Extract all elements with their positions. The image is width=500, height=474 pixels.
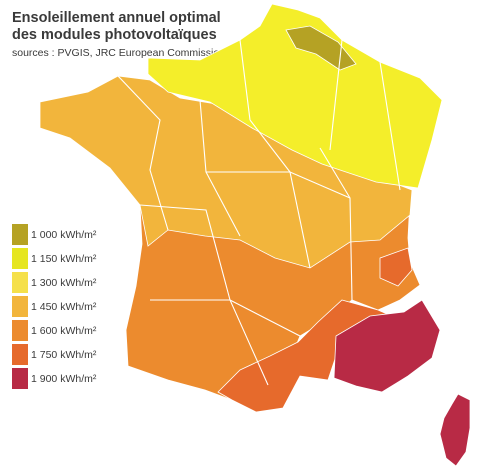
zone-corsica	[439, 393, 471, 467]
zone-provence	[333, 299, 441, 393]
legend-swatch	[12, 296, 28, 317]
legend-swatch	[12, 368, 28, 389]
zone-south-deep-east	[379, 247, 413, 287]
legend-label: 1 900 kWh/m²	[31, 373, 97, 385]
title-line-2: des modules photovoltaïques	[12, 27, 217, 43]
legend-label: 1 600 kWh/m²	[31, 325, 97, 337]
legend-swatch	[12, 320, 28, 341]
legend-label: 1 750 kWh/m²	[31, 349, 97, 361]
legend-item: 1 450 kWh/m²	[12, 296, 122, 320]
title-line-1: Ensoleillement annuel optimal	[12, 10, 221, 26]
zone-north	[147, 3, 443, 189]
source-note: sources : PVGIS, JRC European Commission	[12, 47, 225, 59]
legend-swatch	[12, 344, 28, 365]
map-title: Ensoleillement annuel optimal des module…	[12, 10, 221, 44]
legend-swatch	[12, 224, 28, 245]
legend-swatch	[12, 272, 28, 293]
legend-item: 1 000 kWh/m²	[12, 224, 122, 248]
legend-swatch	[12, 248, 28, 269]
legend-item: 1 150 kWh/m²	[12, 248, 122, 272]
legend-label: 1 300 kWh/m²	[31, 277, 97, 289]
region-borders	[117, 39, 401, 386]
legend-label: 1 450 kWh/m²	[31, 301, 97, 313]
legend-item: 1 300 kWh/m²	[12, 272, 122, 296]
zone-nord-high	[285, 25, 357, 71]
legend-item: 1 750 kWh/m²	[12, 344, 122, 368]
legend-label: 1 000 kWh/m²	[31, 229, 97, 241]
legend-item: 1 600 kWh/m²	[12, 320, 122, 344]
legend-item: 1 900 kWh/m²	[12, 368, 122, 392]
legend-label: 1 150 kWh/m²	[31, 253, 97, 265]
